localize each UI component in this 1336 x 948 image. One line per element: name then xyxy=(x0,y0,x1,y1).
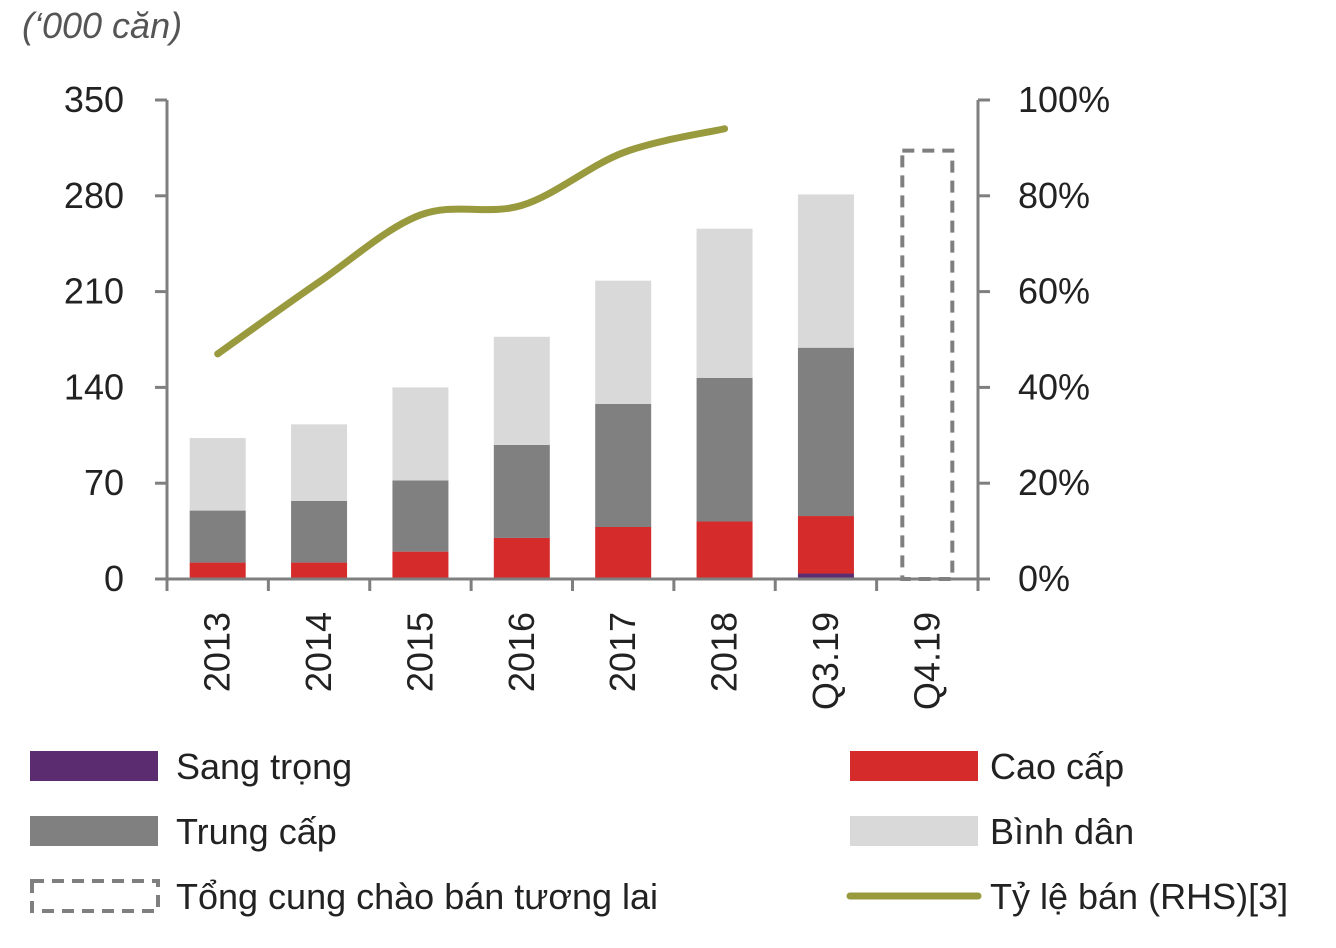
bar-2014-cao-cấp xyxy=(291,562,348,579)
x-tick-label: Q4.19 xyxy=(906,612,947,710)
bar-q3-19-bình-dân xyxy=(797,194,854,348)
bar-future-supply xyxy=(900,148,955,581)
left-tick-label: 70 xyxy=(84,462,124,503)
right-tick-label: 100% xyxy=(1018,79,1110,120)
sales-rate-line-group xyxy=(214,125,729,358)
x-tick-label: 2013 xyxy=(197,612,238,692)
legend-label-4: Tổng cung chào bán tương lai xyxy=(176,876,658,917)
bar-2016-cao-cấp xyxy=(493,537,550,579)
unit-label: (‘000 căn) xyxy=(22,5,182,46)
axes-group xyxy=(155,98,990,591)
x-tick-label: 2016 xyxy=(501,612,542,692)
legend-label-1: Cao cấp xyxy=(990,746,1124,787)
right-tick-label: 40% xyxy=(1018,366,1090,407)
legend: Sang trọng Cao cấp Trung cấp Bình dân Tổng c… xyxy=(30,746,1288,917)
left-tick-label: 210 xyxy=(64,271,124,312)
bar-2018-bình-dân xyxy=(696,228,753,378)
bar-2015-bình-dân xyxy=(392,387,449,481)
bar-2015-trung-cấp xyxy=(392,480,449,552)
right-tick-label: 80% xyxy=(1018,175,1090,216)
legend-swatch-3 xyxy=(850,816,978,846)
legend-swatch-dashed xyxy=(30,879,160,913)
tick-labels-group: 0 70 140 210 280 350 0% 20% 40% 60% 80% 100% 2013 201… xyxy=(64,79,1110,710)
right-tick-label: 0% xyxy=(1018,558,1070,599)
bar-2017-trung-cấp xyxy=(595,403,652,527)
right-tick-label: 60% xyxy=(1018,271,1090,312)
x-tick-label: Q3.19 xyxy=(805,612,846,710)
bars-group xyxy=(189,194,854,579)
bar-2017-bình-dân xyxy=(595,280,652,404)
right-tick-label: 20% xyxy=(1018,462,1090,503)
bar-2013-trung-cấp xyxy=(189,510,246,563)
x-tick-label: 2018 xyxy=(704,612,745,692)
bar-2014-trung-cấp xyxy=(291,500,348,563)
bar-2014-bình-dân xyxy=(291,424,348,501)
bar-q3-19-sang-trọng xyxy=(797,573,854,579)
bar-q3-19-trung-cấp xyxy=(797,347,854,517)
bar-2018-cao-cấp xyxy=(696,521,753,579)
legend-label-0: Sang trọng xyxy=(176,746,352,787)
bar-2017-cao-cấp xyxy=(595,526,652,579)
bar-2013-cao-cấp xyxy=(189,562,246,579)
x-tick-label: 2017 xyxy=(602,612,643,692)
bar-2015-cao-cấp xyxy=(392,551,449,579)
left-tick-label: 280 xyxy=(64,175,124,216)
bar-2018-trung-cấp xyxy=(696,377,753,522)
legend-label-3: Bình dân xyxy=(990,811,1134,852)
sales-rate-line xyxy=(214,125,729,358)
left-tick-label: 140 xyxy=(64,366,124,407)
left-tick-label: 0 xyxy=(104,558,124,599)
x-tick-label: 2015 xyxy=(399,612,440,692)
bar-2016-bình-dân xyxy=(493,336,550,445)
legend-swatch-2 xyxy=(30,816,158,846)
legend-label-5: Tỷ lệ bán (RHS)[3] xyxy=(990,876,1288,917)
bar-2013-bình-dân xyxy=(189,438,246,511)
bar-2016-trung-cấp xyxy=(493,444,550,538)
legend-swatch-0 xyxy=(30,751,158,781)
future-supply-group xyxy=(900,148,955,581)
left-tick-label: 350 xyxy=(64,79,124,120)
legend-swatch-1 xyxy=(850,751,978,781)
x-tick-label: 2014 xyxy=(298,612,339,692)
bar-q3-19-cao-cấp xyxy=(797,516,854,574)
legend-label-2: Trung cấp xyxy=(176,811,337,852)
